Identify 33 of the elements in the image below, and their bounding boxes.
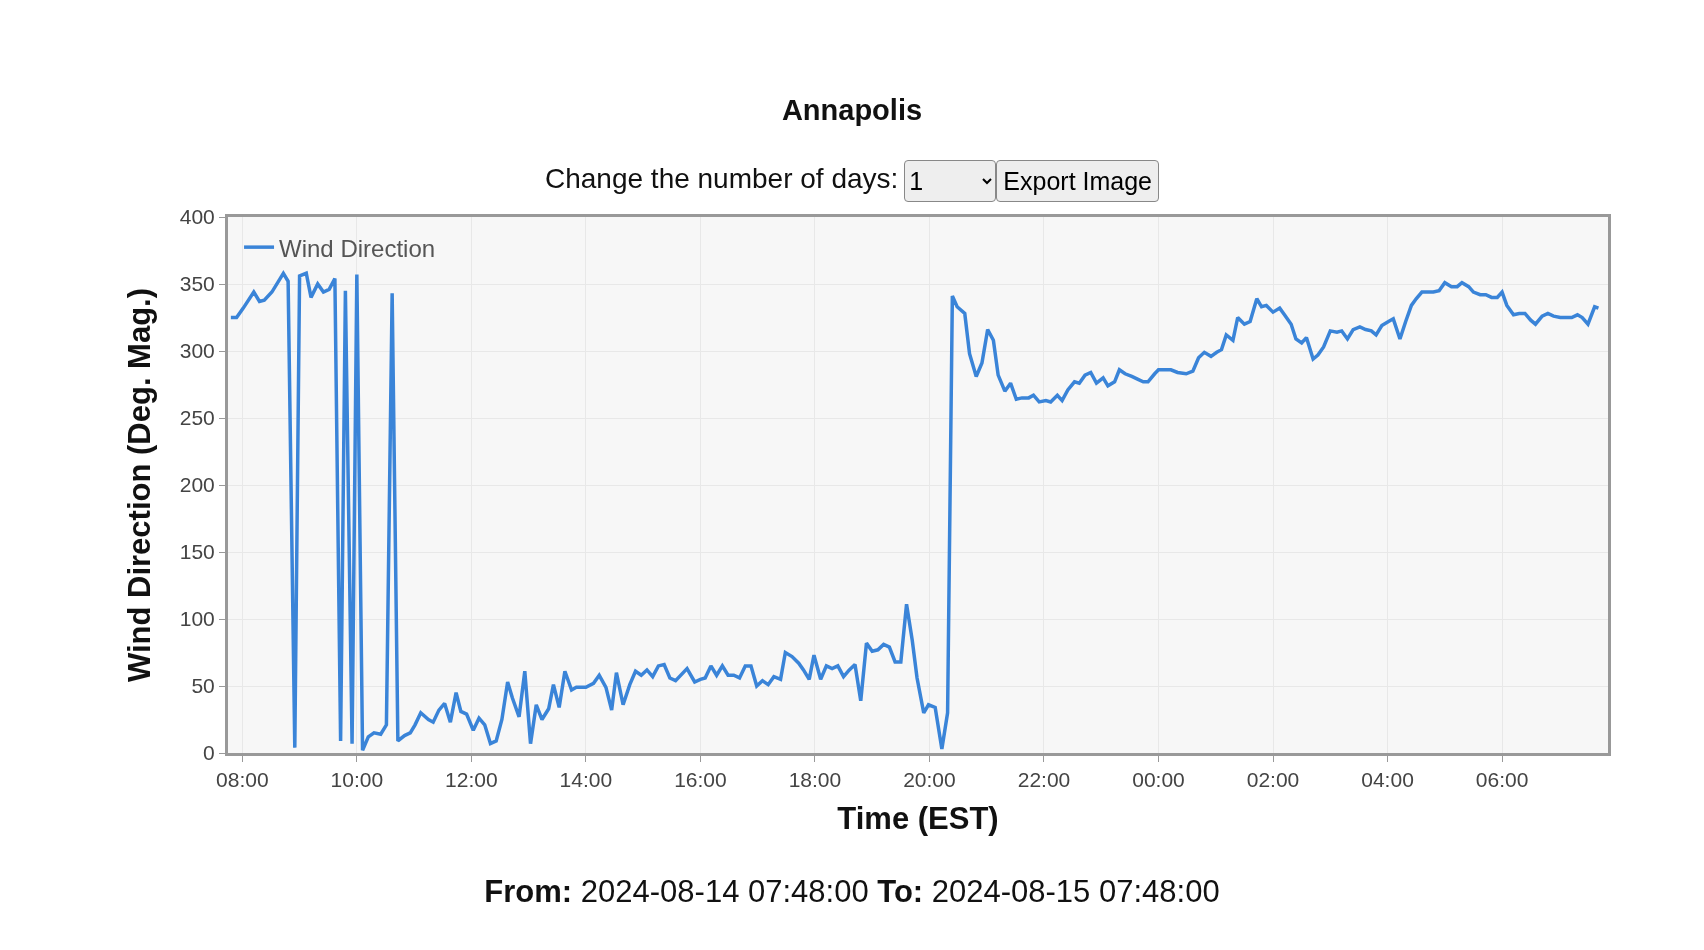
y-tick-label: 350 xyxy=(179,272,215,296)
text: From: xyxy=(484,874,574,909)
text: Change the number of days: xyxy=(544,163,899,195)
y-tick-label: 100 xyxy=(179,607,215,631)
x-tick-label: 12:00 xyxy=(445,768,498,792)
x-tick-label: 08:00 xyxy=(216,768,269,792)
y-tick-label: 0 xyxy=(203,741,215,765)
y-tick-label: 150 xyxy=(179,540,215,564)
y-tick-label: 50 xyxy=(191,674,215,698)
chart-title: Annapolis xyxy=(781,94,923,127)
line-series xyxy=(229,271,1601,753)
y-axis-title: Wind Direction (Deg. Mag.) xyxy=(122,287,158,683)
y-tick-label: 250 xyxy=(179,406,215,430)
x-tick-label: 00:00 xyxy=(1132,768,1185,792)
text: 2024-08-15 07:48:00 xyxy=(931,874,1220,909)
x-tick-label: 06:00 xyxy=(1475,768,1529,792)
y-tick-label: 400 xyxy=(179,205,215,229)
x-tick-label: 14:00 xyxy=(559,768,613,792)
legend-label: Wind Direction xyxy=(279,234,436,262)
x-tick-label: 22:00 xyxy=(1017,768,1071,792)
days-select[interactable]: 1 xyxy=(904,160,997,202)
x-tick-label: 16:00 xyxy=(674,768,727,792)
export-button[interactable]: Export Image xyxy=(996,160,1159,202)
x-tick-label: 04:00 xyxy=(1361,768,1414,792)
x-tick-label: 18:00 xyxy=(788,768,842,792)
x-tick-label: 20:00 xyxy=(903,768,956,792)
x-tick-label: 10:00 xyxy=(330,768,384,792)
x-axis-title: Time (EST) xyxy=(837,801,999,837)
y-tick-label: 300 xyxy=(179,339,215,363)
x-tick-label: 02:00 xyxy=(1246,768,1300,792)
text: 2024-08-14 07:48:00 xyxy=(580,874,870,909)
text: To: xyxy=(877,874,925,909)
y-tick-label: 200 xyxy=(179,473,215,497)
